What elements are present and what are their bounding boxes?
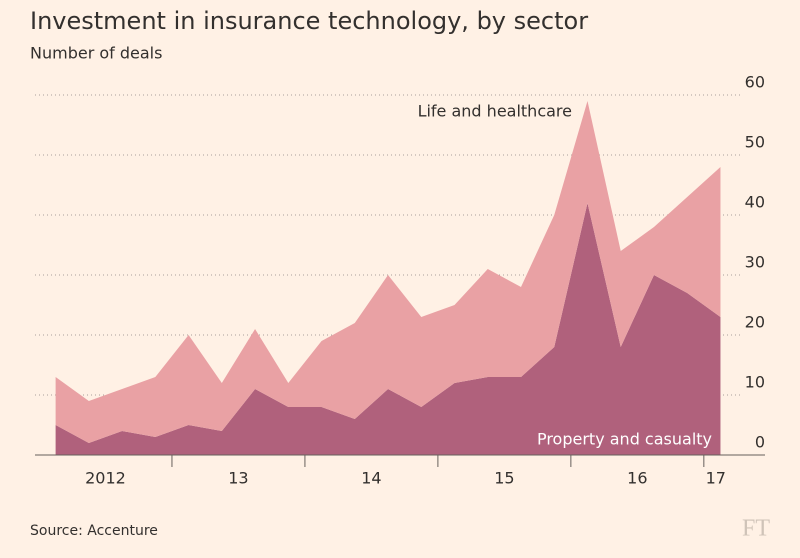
y-tick-label: 40 bbox=[745, 193, 765, 212]
series-label: Property and casualty bbox=[537, 430, 712, 449]
x-tick-label: 14 bbox=[361, 469, 381, 488]
x-tick-label: 17 bbox=[706, 469, 726, 488]
source: Source: Accenture bbox=[30, 523, 158, 539]
series-label: Life and healthcare bbox=[418, 102, 572, 121]
chart-title: Investment in insurance technology, by s… bbox=[30, 7, 588, 35]
y-tick-label: 50 bbox=[745, 133, 765, 152]
y-tick-label: 30 bbox=[745, 253, 765, 272]
y-tick-label: 20 bbox=[745, 313, 765, 332]
x-tick-label: 13 bbox=[228, 469, 248, 488]
y-tick-label: 60 bbox=[745, 73, 765, 92]
chart-subtitle: Number of deals bbox=[30, 44, 162, 63]
x-tick-label: 16 bbox=[627, 469, 647, 488]
x-tick-label: 2012 bbox=[85, 469, 126, 488]
logo: FT bbox=[742, 516, 770, 542]
y-tick-label: 10 bbox=[745, 373, 765, 392]
x-tick-label: 15 bbox=[494, 469, 514, 488]
area bbox=[55, 203, 721, 455]
area bbox=[55, 101, 721, 443]
y-tick-label: 0 bbox=[755, 433, 765, 452]
